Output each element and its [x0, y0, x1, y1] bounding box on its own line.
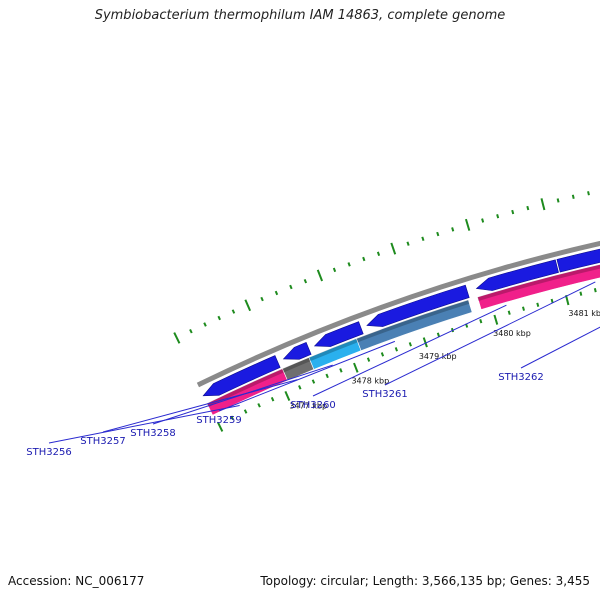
gene-leader-line — [384, 281, 596, 386]
minor-tick — [203, 322, 207, 327]
gene-leader-line — [102, 379, 298, 433]
minor-tick — [571, 194, 575, 199]
inner-minor-tick — [579, 291, 583, 296]
minor-tick — [421, 236, 425, 241]
inner-major-tick — [422, 337, 428, 348]
inner-major-tick — [217, 422, 224, 432]
inner-minor-tick — [394, 347, 398, 352]
reverse-gene-shade — [477, 264, 600, 301]
gene-leader-line — [218, 340, 396, 412]
inner-minor-tick — [380, 352, 385, 357]
minor-tick — [189, 328, 193, 334]
forward-gene-arrow — [282, 341, 312, 360]
genome-stats-label: Topology: circular; Length: 3,566,135 bp… — [260, 574, 590, 588]
minor-tick — [347, 262, 351, 267]
gene-label: STH3256 — [26, 447, 71, 458]
backbone-arc — [196, 240, 600, 388]
minor-tick — [376, 251, 381, 256]
gene-label: STH3259 — [196, 415, 241, 426]
outer-tick-ring — [173, 191, 590, 344]
minor-tick — [362, 256, 366, 262]
major-tick — [540, 198, 546, 211]
scale-label: 3478 kbp — [351, 377, 389, 386]
major-tick — [173, 332, 181, 344]
inner-minor-tick — [436, 332, 440, 337]
minor-tick — [496, 214, 500, 219]
forward-gene-arrow — [556, 248, 600, 273]
inner-minor-tick — [550, 298, 554, 304]
inner-major-tick — [493, 314, 499, 325]
minor-tick — [406, 241, 410, 246]
inner-major-tick — [565, 295, 570, 306]
gene-label: STH3262 — [498, 372, 543, 383]
minor-tick — [436, 231, 440, 237]
major-tick — [464, 218, 471, 231]
gene-leader-line — [312, 304, 507, 397]
reverse-strand-track — [206, 264, 600, 416]
inner-minor-tick — [298, 385, 302, 390]
scale-label: 3479 kbp — [419, 352, 457, 361]
gene-label: STH3258 — [130, 428, 175, 439]
forward-gene-arrow — [313, 321, 364, 347]
scale-label: 3477 kbp — [289, 402, 327, 411]
gene-labels: STH3256 STH3257 STH3258 STH3259 STH3260 STH32… — [26, 281, 600, 458]
gene-leader-line — [152, 364, 333, 425]
inner-major-tick — [353, 362, 359, 373]
reverse-gene-shade — [308, 338, 358, 362]
gene-leader-line — [520, 326, 600, 369]
inner-minor-tick — [325, 373, 329, 379]
genome-backbone — [196, 240, 600, 388]
gene-label: STH3257 — [80, 436, 125, 447]
inner-minor-tick — [339, 368, 343, 373]
scale-label: 3481 kbp — [568, 309, 600, 318]
major-tick — [244, 299, 252, 312]
reverse-gene-shade — [206, 368, 285, 408]
minor-tick — [511, 209, 515, 215]
minor-tick — [303, 278, 308, 284]
inner-minor-tick — [270, 396, 275, 402]
minor-tick — [260, 296, 264, 302]
gene-label: STH3260 — [290, 400, 335, 411]
forward-gene-arrow — [202, 355, 281, 397]
reverse-gene-shade — [356, 299, 470, 343]
forward-gene-arrow — [366, 284, 470, 327]
scale-label: 3480 kbp — [493, 329, 531, 338]
inner-major-tick — [284, 390, 291, 401]
minor-tick — [481, 218, 485, 223]
reverse-gene-shade — [282, 357, 311, 373]
inner-minor-tick — [521, 306, 525, 311]
gene-leader-line — [48, 404, 240, 444]
scale-labels: 3477 kbp 3478 kbp 3479 kbp 3480 kbp 3481 kbp… — [289, 309, 600, 411]
inner-minor-tick — [257, 403, 261, 408]
major-tick — [390, 242, 397, 255]
gene-label: STH3261 — [362, 389, 407, 400]
minor-tick — [332, 267, 337, 273]
inner-minor-tick — [507, 310, 511, 315]
map-title: Symbiobacterium thermophilum IAM 14863, … — [94, 8, 506, 23]
forward-strand-track — [202, 248, 600, 397]
major-tick — [316, 269, 324, 282]
inner-minor-tick — [479, 318, 483, 324]
inner-minor-tick — [408, 342, 412, 347]
forward-gene-arrow — [475, 259, 559, 291]
minor-tick — [556, 198, 560, 203]
inner-minor-tick — [243, 409, 248, 414]
minor-tick — [289, 284, 293, 290]
minor-tick — [231, 309, 236, 314]
minor-tick — [526, 205, 530, 211]
inner-minor-tick — [311, 379, 316, 384]
reverse-gene-block — [356, 299, 473, 352]
inner-minor-tick — [230, 415, 234, 421]
minor-tick — [274, 290, 279, 296]
reverse-gene-block — [477, 264, 600, 310]
inner-minor-tick — [536, 302, 540, 307]
inner-minor-tick — [366, 357, 371, 362]
inner-minor-tick — [593, 288, 597, 293]
accession-label: Accession: NC_006177 — [8, 574, 145, 588]
inner-tick-ring — [217, 288, 597, 432]
minor-tick — [587, 191, 590, 196]
minor-tick — [451, 227, 455, 232]
minor-tick — [217, 315, 221, 321]
